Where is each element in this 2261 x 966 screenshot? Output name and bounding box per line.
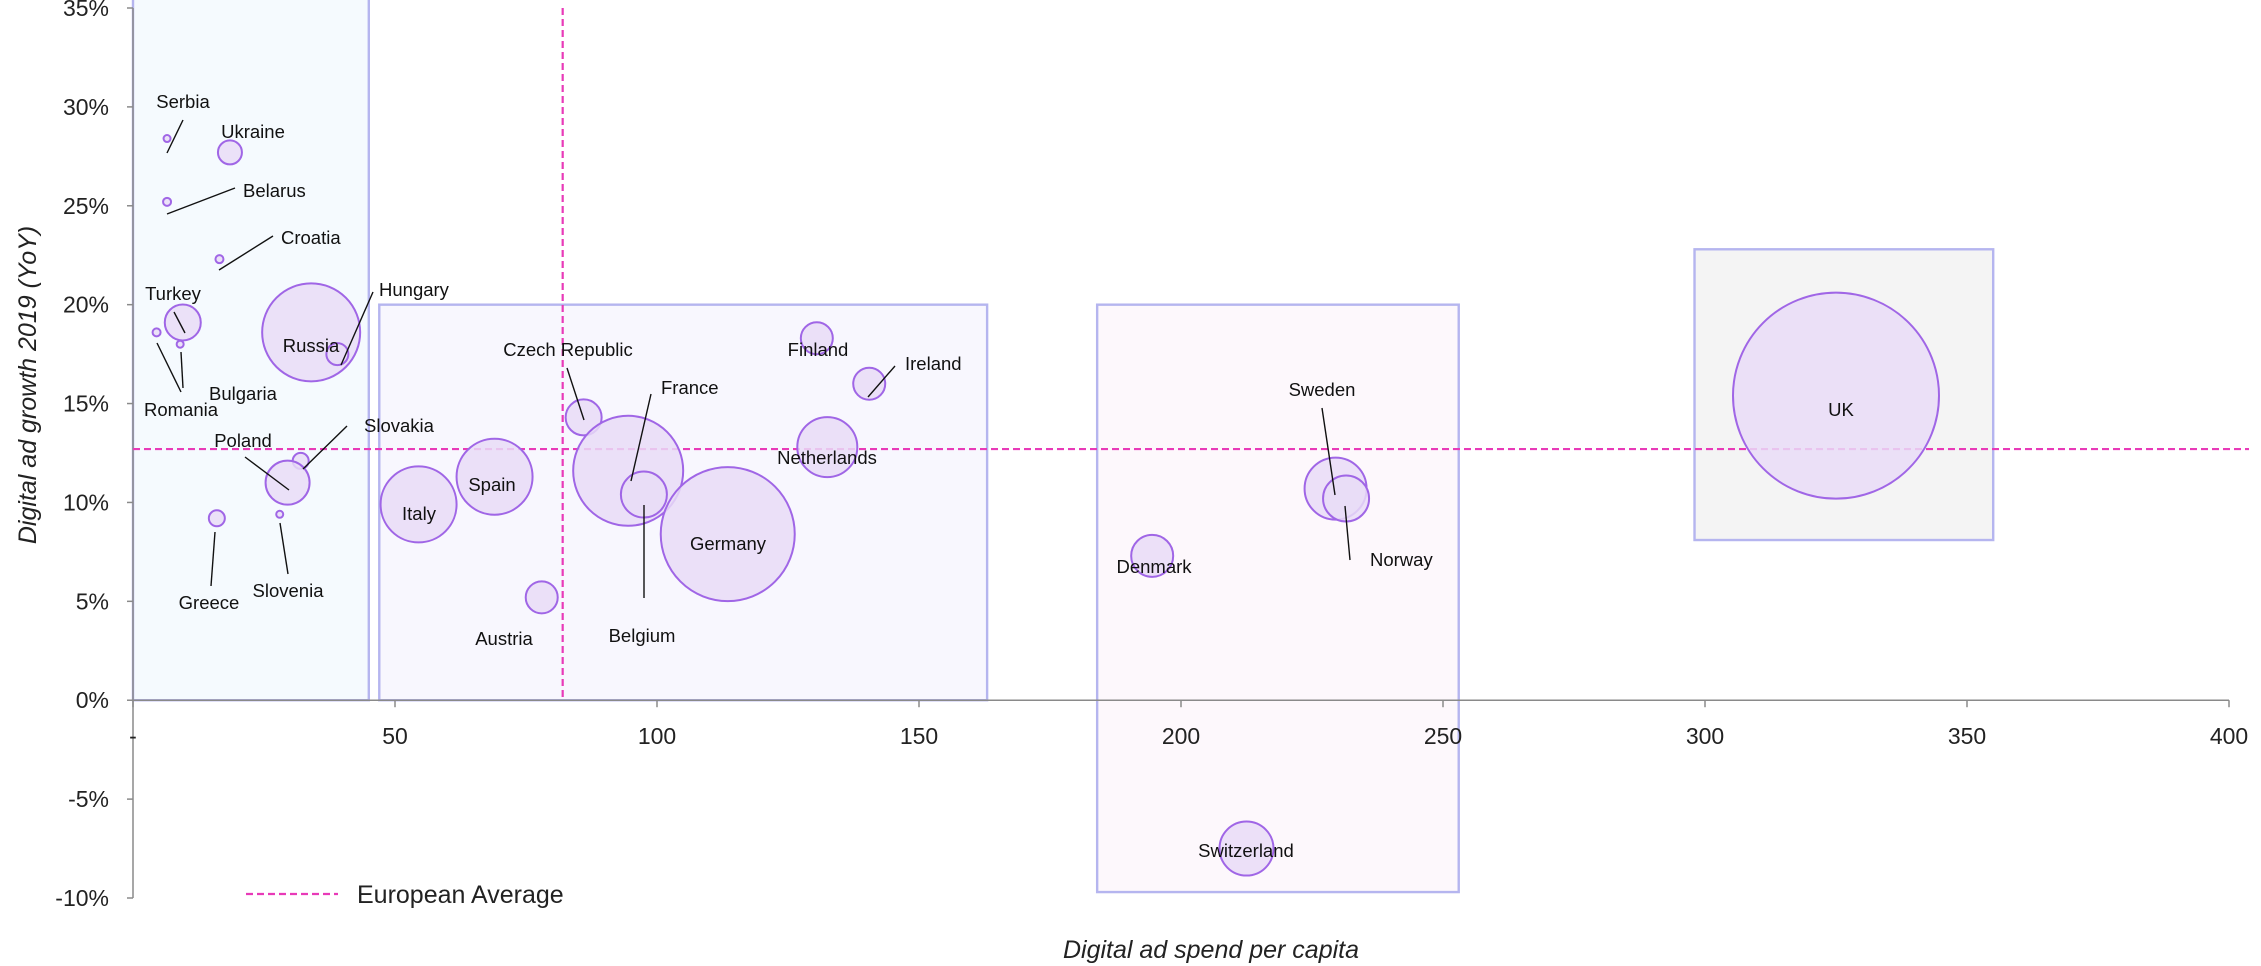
axes [127, 7, 2230, 899]
legend-label-european-average: European Average [357, 881, 564, 909]
leader-line-ireland [867, 365, 896, 398]
bubble-uk [1732, 291, 1940, 500]
leader-line-serbia [166, 119, 184, 154]
x-tick-label-250: 250 [1424, 723, 1462, 749]
x-tick-label-150: 150 [900, 723, 938, 749]
country-label-greece: Greece [179, 592, 240, 613]
bubble-germany [659, 466, 796, 603]
x-tick-label-: - [129, 723, 137, 749]
region-box-group-3 [1095, 303, 1460, 894]
leader-line-romania [156, 342, 182, 393]
bubble-serbia [162, 134, 172, 144]
country-label-norway: Norway [1370, 549, 1433, 570]
x-axis-title: Digital ad spend per capita [1063, 936, 1359, 964]
leader-line-slovenia [279, 522, 289, 575]
country-label-czech-republic: Czech Republic [503, 339, 633, 360]
legend: European Average [246, 881, 564, 909]
bubble-italy [379, 465, 458, 544]
country-label-austria: Austria [475, 628, 533, 649]
leader-line-france [630, 393, 652, 482]
bubble-belarus [162, 196, 173, 207]
country-label-belarus: Belarus [243, 180, 306, 201]
country-label-hungary: Hungary [379, 279, 450, 300]
leader-line-greece [210, 531, 216, 587]
leader-line-norway [1344, 505, 1351, 561]
leader-line-turkey [173, 311, 186, 334]
y-tick-label-25: 25% [63, 193, 109, 219]
country-label-france: France [661, 377, 719, 398]
x-tick-label-50: 50 [382, 723, 408, 749]
country-label-romania: Romania [144, 399, 219, 420]
bubble-greece [207, 509, 226, 528]
country-label-serbia: Serbia [156, 91, 210, 112]
country-label-ireland: Ireland [905, 353, 962, 374]
country-label-slovakia: Slovakia [364, 415, 435, 436]
leader-line-slovakia [302, 425, 348, 470]
x-tick-label-200: 200 [1162, 723, 1200, 749]
x-tick-label-400: 400 [2210, 723, 2248, 749]
bubble-poland [264, 459, 311, 506]
bubble-romania [151, 327, 162, 338]
country-label-bulgaria: Bulgaria [209, 383, 278, 404]
bubble-bulgaria [175, 339, 185, 349]
bubble-croatia [214, 254, 225, 265]
tick-labels: - 50 100 150 200 250 300 350 400 -10% -5% 0% 5% 10% 15… [55, 0, 2248, 911]
bubble-ukraine [216, 139, 243, 166]
leader-line-hungary [340, 291, 374, 366]
country-labels: Serbia Ukraine Belarus Croatia Turkey Romania… [144, 91, 1855, 861]
country-label-netherlands: Netherlands [777, 447, 877, 468]
y-tick-label-5: 5% [76, 588, 109, 614]
bubble-russia [261, 282, 362, 383]
country-label-ukraine: Ukraine [221, 121, 285, 142]
y-axis-title: Digital ad growth 2019 (YoY) [14, 226, 42, 544]
leader-line-poland [244, 456, 290, 491]
bubble-netherlands [796, 416, 859, 479]
country-label-russia: Russia [283, 335, 340, 356]
country-label-switzerland: Switzerland [1198, 840, 1294, 861]
y-tick-label-15: 15% [63, 391, 109, 417]
country-label-slovenia: Slovenia [253, 580, 325, 601]
country-label-italy: Italy [402, 503, 437, 524]
leader-line-sweden [1321, 407, 1336, 496]
x-tick-label-100: 100 [638, 723, 676, 749]
y-tick-label-35: 35% [63, 0, 109, 21]
bubble-finland [799, 321, 834, 356]
bubble-ireland [852, 366, 887, 401]
leader-line-czech-republic [566, 367, 585, 421]
bubble-slovenia [275, 509, 285, 519]
country-label-turkey: Turkey [145, 283, 202, 304]
y-tick-label-0: 0% [76, 687, 109, 713]
x-tick-label-300: 300 [1686, 723, 1724, 749]
bubble-denmark [1130, 533, 1175, 578]
country-label-germany: Germany [690, 533, 767, 554]
country-label-denmark: Denmark [1116, 556, 1192, 577]
country-label-poland: Poland [214, 430, 272, 451]
y-tick-label-30: 30% [63, 94, 109, 120]
bubble-spain [455, 437, 534, 516]
bubble-switzerland [1218, 820, 1275, 877]
region-boxes [131, 0, 1995, 894]
leader-lines [156, 119, 1351, 598]
leader-line-croatia [218, 235, 274, 271]
bubble-turkey [163, 303, 202, 342]
country-label-finland: Finland [788, 339, 849, 360]
country-label-croatia: Croatia [281, 227, 341, 248]
x-tick-label-350: 350 [1948, 723, 1986, 749]
bubbles [151, 134, 1940, 877]
y-tick-label-10: 10% [63, 489, 109, 515]
country-label-uk: UK [1828, 399, 1854, 420]
bubble-austria [524, 580, 559, 615]
leader-line-bulgaria [180, 351, 184, 389]
country-label-belgium: Belgium [609, 625, 676, 646]
country-label-spain: Spain [468, 474, 515, 495]
y-tick-label-10: -10% [55, 885, 109, 911]
y-tick-label-5: -5% [68, 786, 109, 812]
y-tick-label-20: 20% [63, 292, 109, 318]
leader-line-belarus [166, 187, 236, 215]
country-label-sweden: Sweden [1289, 379, 1356, 400]
